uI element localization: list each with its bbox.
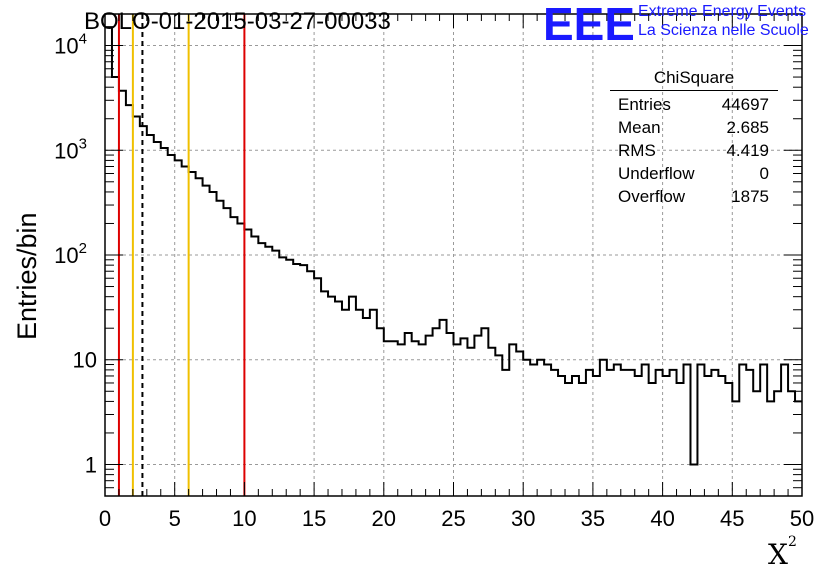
run-title: BOLO-01-2015-03-27-00033 <box>84 8 391 35</box>
logo-line-2: La Scienza nelle Scuole <box>638 22 809 39</box>
eee-logo: EEE <box>543 2 633 44</box>
stats-title: ChiSquare <box>610 68 778 91</box>
stats-value: 2.685 <box>726 118 769 137</box>
x-tick-label: 35 <box>581 506 605 531</box>
logo-letters: EEE <box>543 2 633 44</box>
stats-row-rms: RMS 4.419 <box>610 139 778 162</box>
y-axis-label: Entries/bin <box>12 212 42 340</box>
stats-label: Overflow <box>618 187 686 206</box>
stats-label: Entries <box>618 95 671 114</box>
stats-value: 1875 <box>731 187 769 206</box>
stats-value: 44697 <box>721 95 769 114</box>
x-tick-label: 25 <box>441 506 465 531</box>
stats-box: ChiSquare Entries 44697 Mean 2.685 RMS 4.41… <box>610 68 778 208</box>
stats-label: RMS <box>618 141 656 160</box>
x-axis-label-base: X <box>768 538 788 571</box>
stats-row-entries: Entries 44697 <box>610 93 778 116</box>
x-tick-label: 0 <box>99 506 111 531</box>
stats-value: 4.419 <box>726 141 769 160</box>
histogram-series <box>105 26 802 466</box>
stats-row-overflow: Overflow 1875 <box>610 185 778 208</box>
x-axis-label: X2 <box>768 534 797 571</box>
y-tick-label: 103 <box>54 135 87 163</box>
x-tick-label: 40 <box>650 506 674 531</box>
y-tick-label: 1 <box>85 452 97 477</box>
x-tick-label: 30 <box>511 506 535 531</box>
y-tick-label: 104 <box>54 31 87 59</box>
x-tick-label: 15 <box>302 506 326 531</box>
y-tick-label: 102 <box>54 240 87 268</box>
x-axis-label-sup: 2 <box>787 534 797 550</box>
x-tick-label: 20 <box>372 506 396 531</box>
x-tick-label: 45 <box>720 506 744 531</box>
logo-line-1: Extreme Energy Events <box>638 3 807 20</box>
stats-label: Mean <box>618 118 661 137</box>
stats-row-mean: Mean 2.685 <box>610 116 778 139</box>
stats-row-underflow: Underflow 0 <box>610 162 778 185</box>
stats-value: 0 <box>759 164 769 183</box>
x-tick-label: 5 <box>169 506 181 531</box>
x-tick-label: 50 <box>790 506 814 531</box>
stats-label: Underflow <box>618 164 695 183</box>
x-tick-label: 10 <box>232 506 256 531</box>
y-tick-label: 10 <box>73 348 97 373</box>
